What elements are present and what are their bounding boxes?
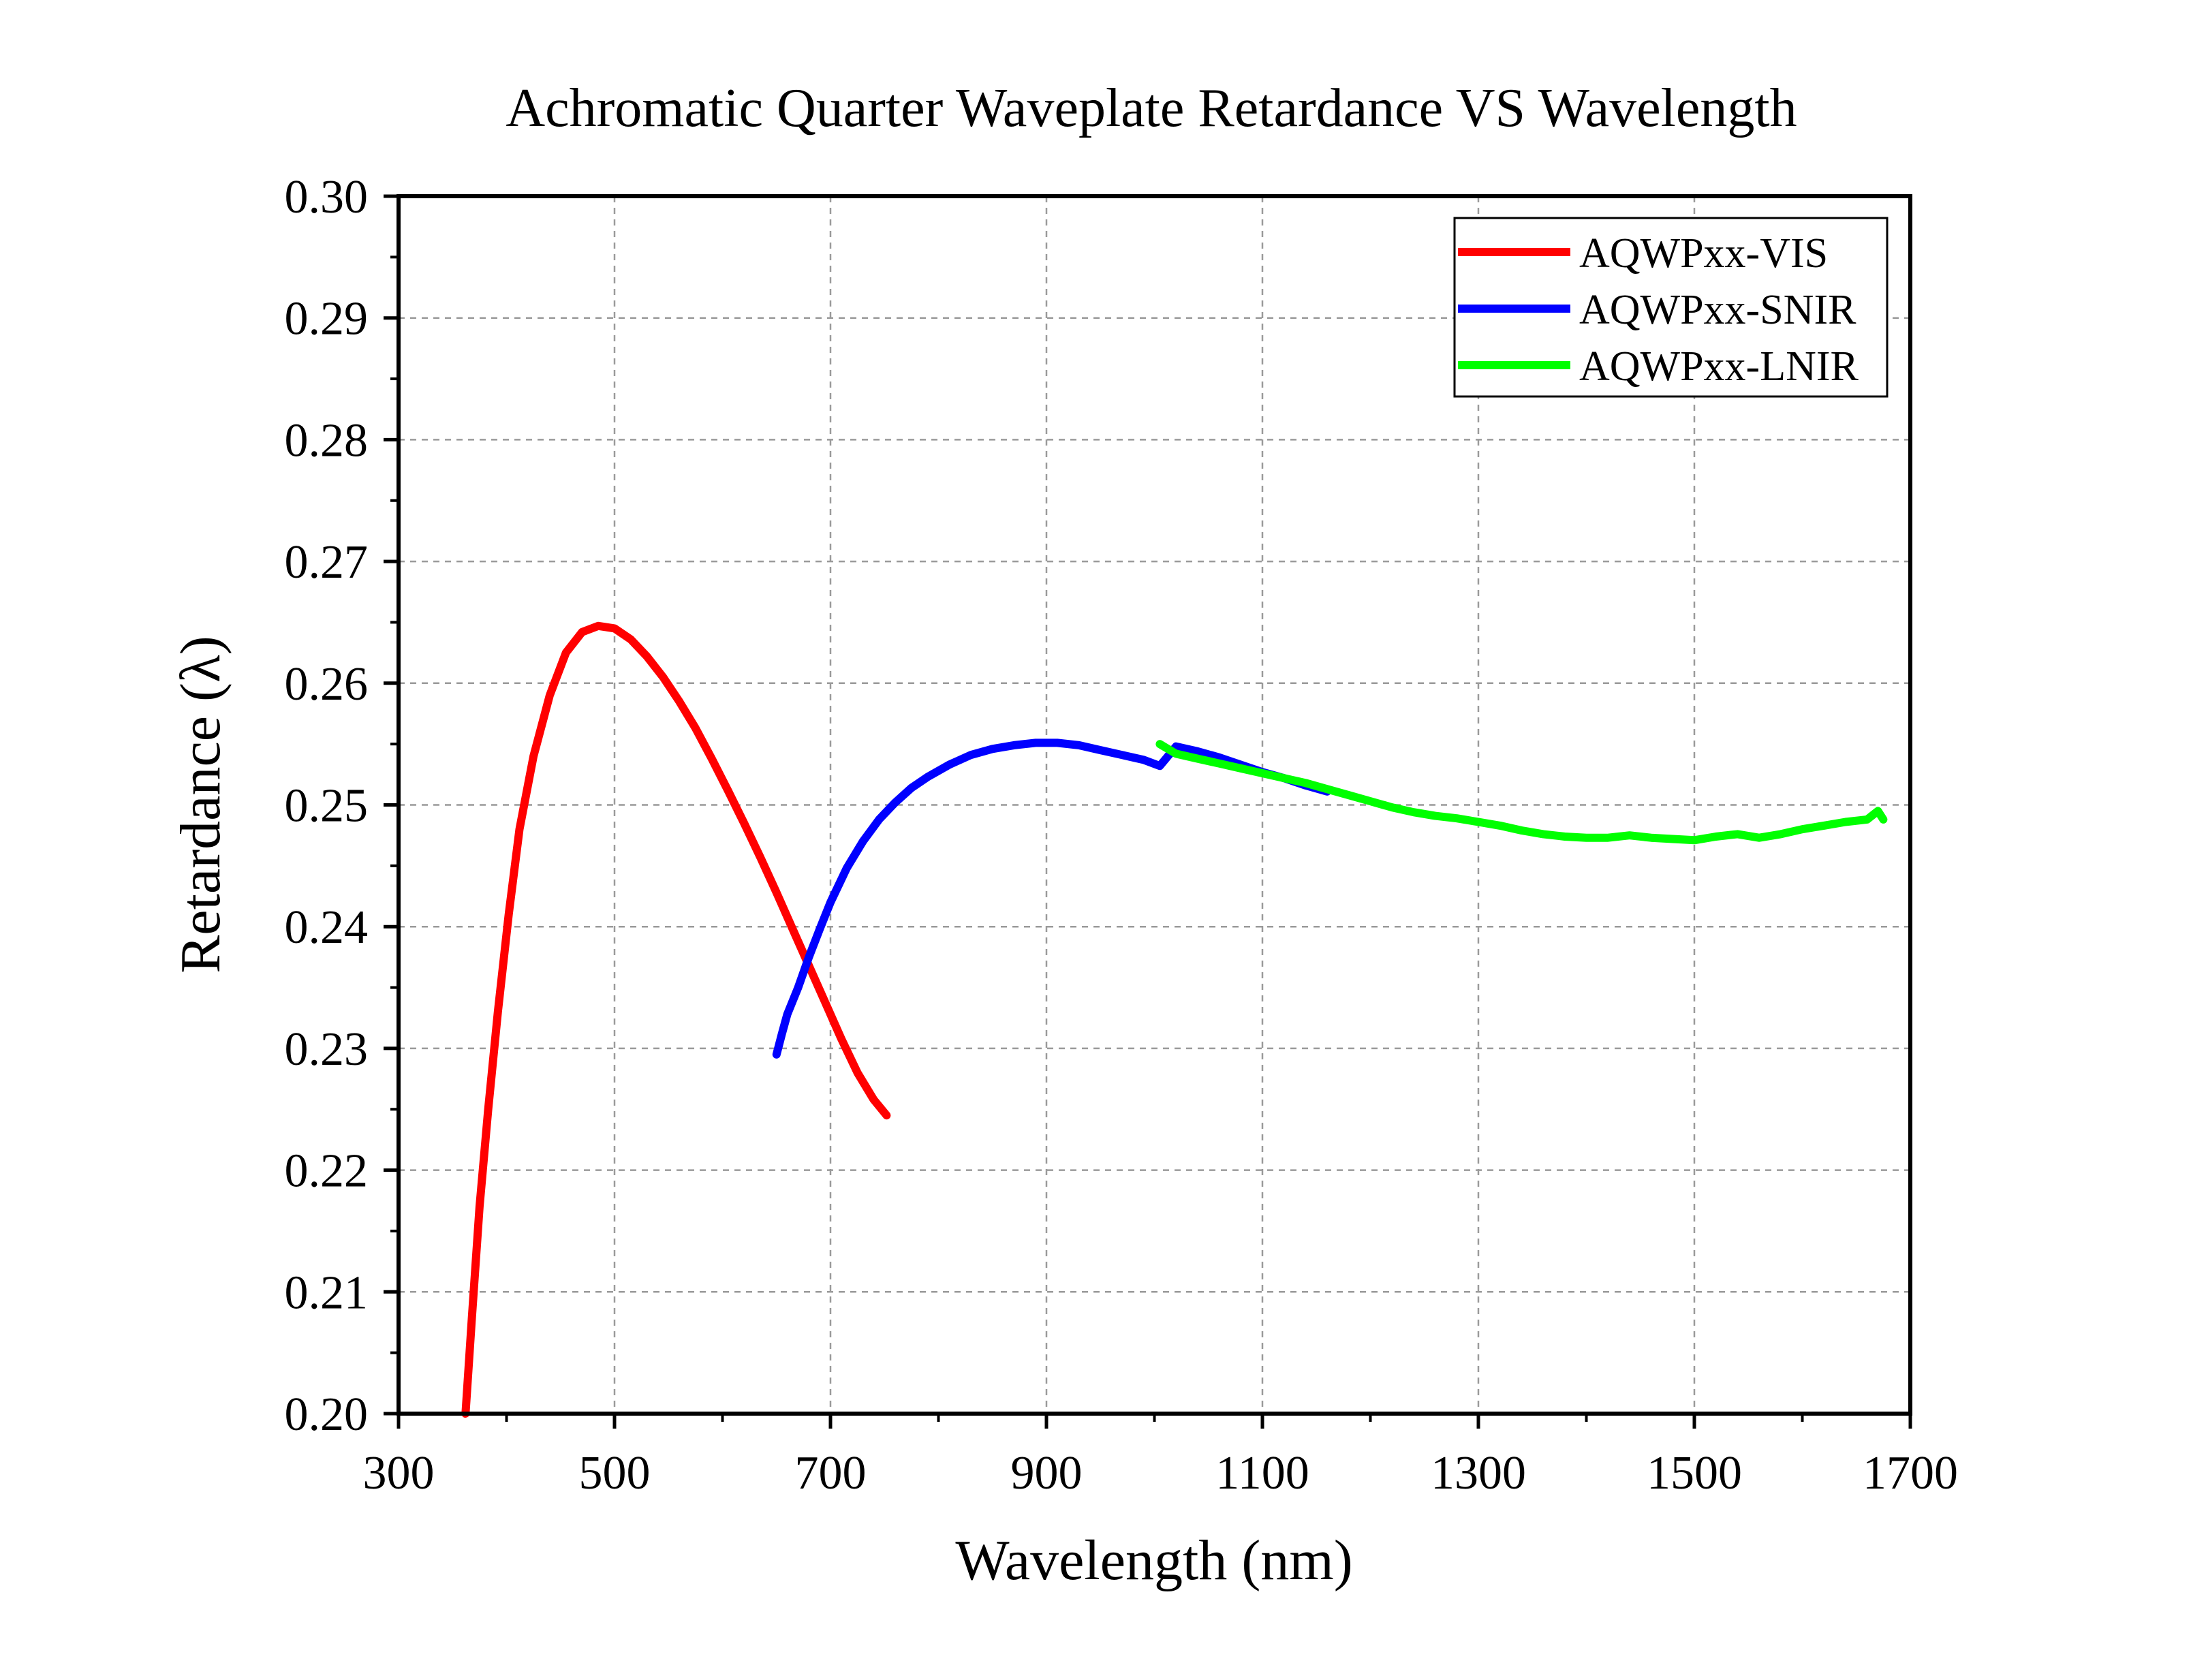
series-line-3 (1155, 740, 1888, 845)
y-tick-label: 0.25 (285, 780, 369, 833)
y-tick-label: 0.24 (285, 901, 369, 954)
series-layer (461, 621, 1888, 1418)
y-tick-label: 0.29 (285, 293, 369, 345)
y-tick-label: 0.30 (285, 171, 369, 223)
legend-label: AQWPxx-VIS (1579, 230, 1828, 277)
chart-title: Achromatic Quarter Waveplate Retardance … (506, 78, 1797, 138)
series-line-1 (461, 621, 891, 1418)
x-tick-label: 1100 (1215, 1447, 1309, 1499)
axis-ticks: 300 500 700 900 1100 1300 1500 1700 0.20 0.21 0.22… (285, 171, 1959, 1499)
x-tick-label: 300 (363, 1447, 435, 1499)
x-tick-label: 700 (795, 1447, 867, 1499)
series-line-2 (772, 738, 1332, 1059)
x-tick-label: 500 (579, 1447, 651, 1499)
x-axis-label: Wavelength (nm) (955, 1529, 1352, 1592)
y-tick-label: 0.22 (285, 1145, 369, 1198)
y-tick-label: 0.26 (285, 658, 369, 711)
legend-label: AQWPxx-LNIR (1579, 343, 1859, 390)
y-axis-label: Retardance (λ) (169, 636, 232, 973)
legend-label: AQWPxx-SNIR (1579, 287, 1856, 333)
y-tick-label: 0.27 (285, 536, 369, 589)
y-tick-label: 0.20 (285, 1388, 369, 1441)
x-tick-label: 1700 (1863, 1447, 1958, 1499)
x-tick-label: 1300 (1431, 1447, 1526, 1499)
grid (399, 196, 1910, 1414)
y-tick-label: 0.28 (285, 414, 369, 467)
x-tick-label: 1500 (1647, 1447, 1742, 1499)
legend: AQWPxx-VIS AQWPxx-SNIR AQWPxx-LNIR (1453, 217, 1889, 398)
y-tick-label: 0.23 (285, 1023, 369, 1076)
x-tick-label: 900 (1011, 1447, 1083, 1499)
y-tick-label: 0.21 (285, 1266, 369, 1319)
